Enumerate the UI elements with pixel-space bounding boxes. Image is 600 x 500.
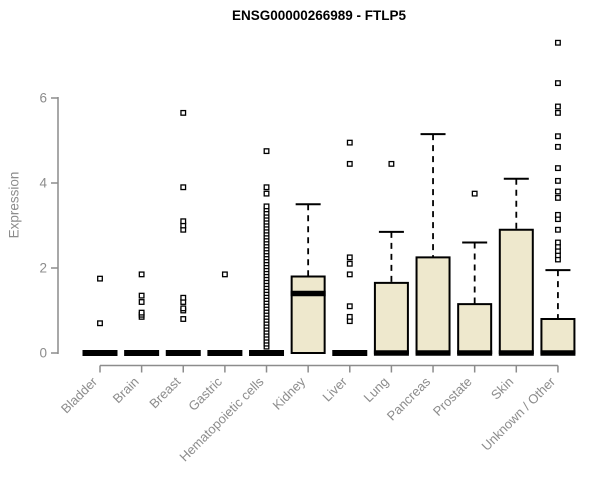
outlier-point [138,309,145,316]
outlier-point [180,305,187,312]
x-category-label: Skin [488,374,516,402]
chart-title: ENSG00000266989 - FTLP5 [231,8,407,23]
x-category-label: Pancreas [384,374,434,424]
outlier-point [554,239,561,246]
x-category-label: Gastric [185,374,225,414]
outlier-point [346,313,353,320]
y-tick-label: 4 [39,176,47,191]
outlier-point [180,184,187,191]
outlier-point [346,303,353,310]
box [290,275,326,354]
outlier-point [138,299,145,305]
outlier-point [346,160,353,167]
y-tick-label: 6 [39,91,47,106]
outlier-point [346,260,353,267]
outlier-point [180,316,187,322]
outlier-point [554,165,561,172]
outlier-point [346,139,353,146]
box [415,256,451,354]
x-category-label: Liver [319,374,350,405]
outlier-point [138,271,145,278]
outlier-point [554,211,561,218]
outlier-point [346,271,353,278]
outlier-point [554,39,561,46]
x-category-label: Bladder [58,374,101,417]
outlier-point [97,320,103,327]
outlier-point [554,194,561,201]
x-category-label: Brain [110,374,142,406]
box [373,281,409,354]
y-tick-label: 0 [39,346,47,361]
outlier-point [180,218,187,225]
y-tick-label: 2 [39,261,47,276]
outlier-point [471,190,478,197]
outlier-point [554,109,561,116]
x-category-label: Prostate [430,374,475,419]
outlier-point [180,109,187,116]
outlier-point [263,184,270,191]
outlier-point [221,271,228,278]
outlier-point [97,275,103,282]
outlier-point [138,292,145,299]
box [540,318,576,354]
outlier-point [263,148,270,155]
outlier-point [554,143,561,150]
outlier-point [554,177,561,184]
outlier-point [554,80,561,87]
box [498,228,534,354]
x-category-label: Lung [360,374,391,405]
outlier-point [554,103,561,110]
x-category-label: Unknown / Other [478,374,558,454]
outlier-point [388,160,395,167]
x-category-label: Breast [146,374,183,411]
x-category-label: Kidney [270,374,309,413]
box [457,303,493,354]
outlier-point [554,226,561,233]
outlier-point [554,188,561,195]
outlier-point [180,294,187,301]
outlier-point [346,254,353,261]
outlier-point [263,203,270,210]
outlier-point [263,190,270,197]
outlier-point [554,133,561,140]
